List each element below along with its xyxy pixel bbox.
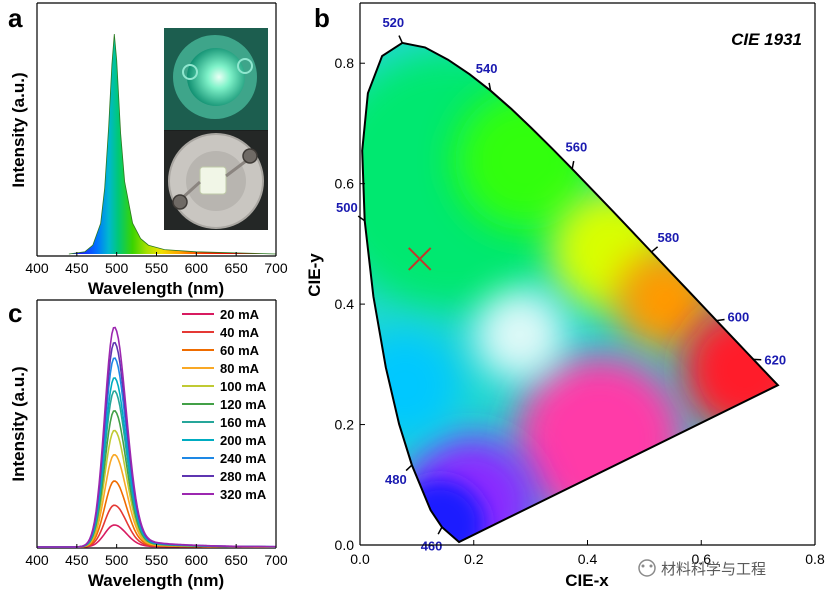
- panel-a-spectrum: [68, 33, 277, 255]
- wavelength-tick: [357, 215, 366, 222]
- cie-wavelength-labels: 460 480 500 520 540 560 580 600 620: [336, 15, 786, 554]
- inset-led-glow: [187, 48, 245, 106]
- cie-gamut: [361, 41, 780, 544]
- wavelength-label: 540: [476, 61, 498, 76]
- legend-label: 20 mA: [220, 307, 260, 322]
- cie-cyan-zone: [362, 330, 460, 440]
- panel-b: b 460 480 500 520 540 560 580 600 620: [305, 2, 825, 590]
- wavelength-tick: [571, 160, 575, 170]
- wavelength-label: 560: [566, 139, 588, 154]
- panel-c-x-ticks: 400 450 500 550 600 650 700: [25, 544, 288, 568]
- panel-a-x-ticks: 400 450 500 550 600 650 700: [25, 252, 288, 276]
- legend-label: 320 mA: [220, 487, 267, 502]
- wavelength-tick: [716, 318, 725, 322]
- legend-label: 240 mA: [220, 451, 267, 466]
- panel-a: a 400 450 500 550 600 650 7: [8, 2, 288, 298]
- panel-a-x-tick-label: 600: [185, 260, 209, 276]
- panel-a-x-tick-label: 500: [105, 260, 129, 276]
- panel-b-y-title: CIE-y: [305, 253, 324, 297]
- panel-b-y-ticks: 0.0 0.2 0.4 0.6 0.8: [335, 55, 365, 553]
- panel-b-x-ticks: 0.0 0.2 0.4 0.6 0.8: [350, 540, 825, 567]
- cie-locus-outline: [361, 41, 780, 544]
- panel-a-x-title: Wavelength (nm): [88, 279, 224, 298]
- legend-label: 60 mA: [220, 343, 260, 358]
- panel-b-x-tick-label: 0.2: [464, 551, 484, 567]
- inset-screw-right: [242, 148, 258, 164]
- panel-b-axes: [359, 2, 816, 546]
- panel-b-x-tick-label: 0.0: [350, 551, 370, 567]
- panel-b-x-tick-label: 0.4: [578, 551, 598, 567]
- wavelength-label: 600: [728, 309, 750, 324]
- panel-c-x-tick-label: 650: [224, 552, 248, 568]
- cie-magenta-zone: [515, 355, 685, 525]
- panel-b-y-tick-label: 0.6: [335, 176, 355, 192]
- panel-c-series-line: [37, 504, 276, 548]
- watermark-icon-eye-right: [649, 564, 653, 568]
- legend-label: 100 mA: [220, 379, 267, 394]
- panel-b-y-tick-label: 0.4: [335, 296, 355, 312]
- wavelength-label: 580: [658, 230, 680, 245]
- panel-b-y-tick-label: 0.2: [335, 417, 355, 433]
- panel-c-x-title: Wavelength (nm): [88, 571, 224, 590]
- cie-title: CIE 1931: [731, 30, 802, 49]
- inset-led-chip: [199, 166, 227, 195]
- panel-b-x-tick-label: 0.6: [692, 551, 712, 567]
- legend-label: 80 mA: [220, 361, 260, 376]
- cie-red-zone: [680, 305, 778, 435]
- inset-screw-left-lit: [182, 64, 198, 80]
- panel-a-y-title: Intensity (a.u.): [9, 72, 28, 187]
- panel-a-x-tick-label: 550: [145, 260, 169, 276]
- wavelength-tick: [405, 464, 413, 472]
- panel-letter-c: c: [8, 298, 22, 328]
- panel-a-x-tick-label: 700: [264, 260, 288, 276]
- panel-a-x-tick-label: 650: [224, 260, 248, 276]
- legend-label: 160 mA: [220, 415, 267, 430]
- legend-label: 120 mA: [220, 397, 267, 412]
- wavelength-label: 480: [385, 472, 407, 487]
- wavelength-label: 500: [336, 200, 358, 215]
- panel-c-x-tick-label: 450: [65, 552, 89, 568]
- panel-c: c 20 mA 40 mA 60 mA 80 mA 100 mA 120 mA 160 mA…: [8, 298, 288, 590]
- panel-a-spectrum-edge: [68, 33, 277, 255]
- watermark-icon-eye-left: [641, 564, 645, 568]
- panel-c-x-tick-label: 600: [185, 552, 209, 568]
- panel-c-x-tick-label: 500: [105, 552, 129, 568]
- cie-gamut-fill: [362, 42, 778, 543]
- wavelength-label: 460: [421, 539, 443, 554]
- wavelength-tick: [398, 35, 403, 44]
- panel-c-y-title: Intensity (a.u.): [9, 366, 28, 481]
- panel-letter-a: a: [8, 3, 23, 33]
- panel-b-x-title: CIE-x: [565, 571, 609, 590]
- panel-a-spectrum-fill: [68, 34, 277, 254]
- cie-point-stroke: [408, 247, 432, 271]
- watermark: 材料科学与工程: [638, 559, 766, 578]
- watermark-icon: [638, 559, 656, 577]
- panel-c-x-tick-label: 550: [145, 552, 169, 568]
- legend-label: 200 mA: [220, 433, 267, 448]
- panel-b-y-tick-label: 0.0: [335, 537, 355, 553]
- cie-point-marker: [408, 247, 432, 271]
- wavelength-label: 520: [382, 15, 404, 30]
- wavelength-tick: [437, 526, 443, 535]
- cie-white-point: [475, 290, 565, 380]
- wavelength-tick: [651, 246, 659, 253]
- panel-b-x-tick-label: 0.8: [805, 551, 825, 567]
- panel-c-legend: 20 mA 40 mA 60 mA 80 mA 100 mA 120 mA 160 mA 20…: [182, 307, 267, 502]
- legend-label: 40 mA: [220, 325, 260, 340]
- wavelength-tick: [488, 82, 492, 91]
- panel-a-x-tick-label: 450: [65, 260, 89, 276]
- panel-a-inset-photo: [164, 28, 268, 230]
- inset-screw-left: [172, 194, 188, 210]
- panel-c-x-tick-label: 700: [264, 552, 288, 568]
- panel-a-x-tick-label: 400: [25, 260, 49, 276]
- watermark-text: 材料科学与工程: [661, 561, 766, 578]
- inset-screw-right-lit: [237, 58, 253, 74]
- wavelength-label: 620: [764, 353, 786, 368]
- panel-b-y-tick-label: 0.8: [335, 55, 355, 71]
- panel-letter-b: b: [314, 3, 330, 33]
- panel-c-x-tick-label: 400: [25, 552, 49, 568]
- legend-label: 280 mA: [220, 469, 267, 484]
